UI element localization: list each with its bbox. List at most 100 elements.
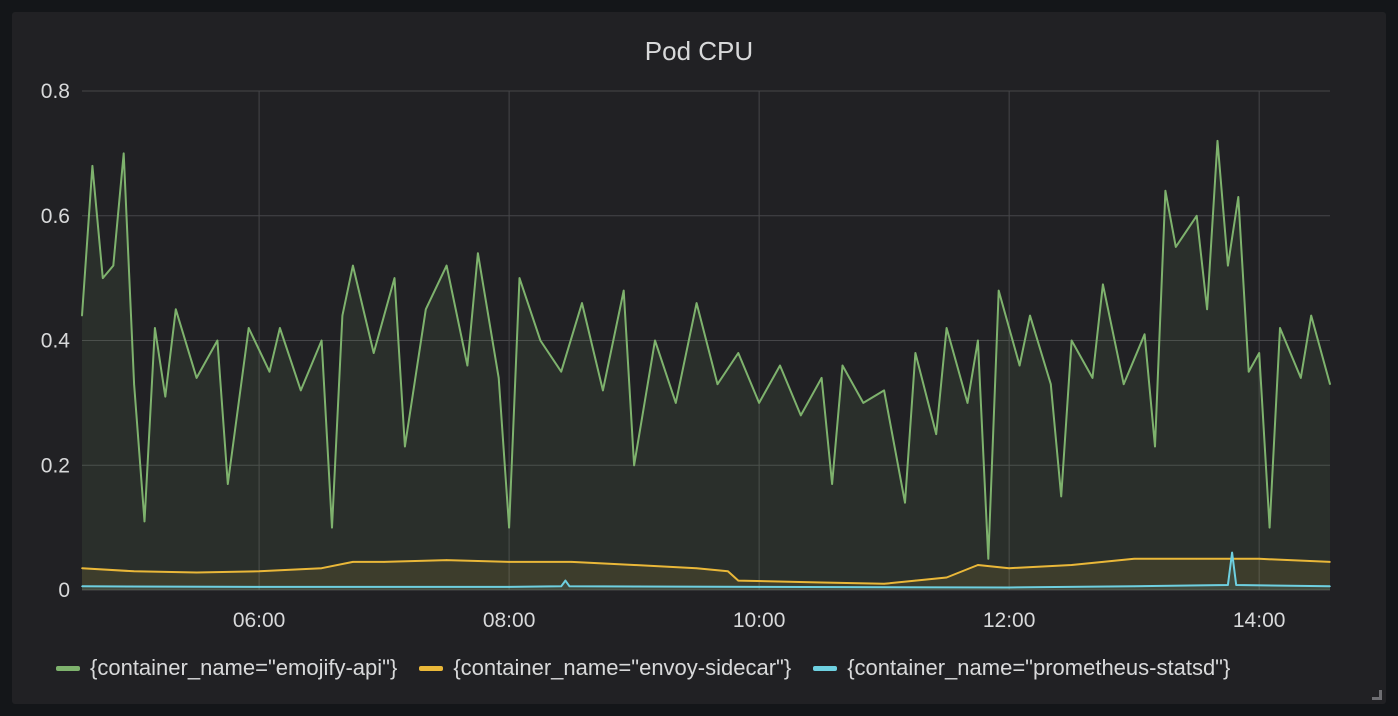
- data-point: [352, 264, 354, 267]
- legend-item[interactable]: {container_name="prometheus-statsd"}: [813, 655, 1230, 681]
- data-point: [122, 152, 125, 155]
- data-point: [862, 402, 865, 404]
- data-point: [977, 339, 979, 342]
- data-point: [320, 339, 323, 342]
- data-point: [1133, 558, 1135, 560]
- data-point: [1227, 584, 1229, 586]
- data-point: [1060, 495, 1062, 498]
- legend-swatch: [419, 665, 444, 671]
- data-point: [102, 277, 104, 279]
- data-point: [393, 277, 396, 279]
- data-point: [1143, 333, 1146, 336]
- data-point: [1258, 352, 1260, 354]
- data-point: [352, 561, 354, 563]
- data-point: [1070, 339, 1073, 342]
- legend-item[interactable]: {container_name="emojify-api"}: [56, 655, 397, 681]
- data-point: [445, 264, 448, 267]
- panel-title[interactable]: Pod CPU: [644, 36, 754, 66]
- data-point: [195, 571, 198, 574]
- data-point: [268, 370, 271, 373]
- legend-label: {container_name="prometheus-statsd"}: [847, 655, 1231, 680]
- series-2: [81, 551, 1331, 590]
- data-point: [695, 302, 698, 304]
- data-point: [1102, 561, 1104, 563]
- data-point: [227, 483, 229, 485]
- data-point: [820, 377, 823, 379]
- data-point: [1018, 364, 1021, 367]
- data-point: [935, 433, 937, 435]
- data-point: [633, 464, 635, 467]
- data-point: [425, 308, 427, 311]
- data-point: [841, 364, 844, 367]
- data-point: [977, 564, 979, 566]
- data-point: [695, 567, 698, 569]
- data-point: [258, 586, 260, 588]
- data-point: [1247, 370, 1250, 373]
- data-point: [966, 402, 969, 404]
- data-point: [508, 561, 510, 563]
- data-point: [404, 445, 406, 448]
- data-point: [1237, 196, 1240, 198]
- resize-handle[interactable]: [1372, 690, 1382, 700]
- data-point: [1008, 586, 1010, 589]
- data-point: [1258, 558, 1260, 560]
- data-point: [883, 389, 885, 392]
- legend-label: {container_name="envoy-sidecar"}: [453, 655, 792, 680]
- data-point: [945, 327, 948, 329]
- data-point: [164, 395, 167, 398]
- data-point: [1070, 564, 1073, 566]
- cpu-chart[interactable]: 0 0.2 0.4 0.6 0.8 06:00 08:00 10:00 12:00 14:00: [12, 12, 1386, 632]
- data-point: [1310, 314, 1312, 317]
- legend-label: {container_name="emojify-api"}: [90, 655, 398, 680]
- data-point: [1102, 283, 1104, 286]
- data-point: [758, 586, 760, 588]
- data-point: [914, 352, 917, 354]
- data-point: [372, 352, 375, 354]
- series-line[interactable]: [81, 557, 1331, 585]
- data-point: [560, 370, 562, 373]
- data-point: [1206, 308, 1208, 311]
- data-point: [497, 377, 500, 379]
- data-point: [81, 567, 83, 569]
- data-point: [143, 520, 146, 523]
- data-point: [1195, 215, 1198, 217]
- data-point: [1329, 383, 1331, 386]
- series-0: [81, 139, 1331, 590]
- data-point: [1268, 526, 1271, 529]
- data-point: [91, 165, 94, 167]
- data-point: [883, 583, 885, 585]
- data-point: [1279, 327, 1281, 329]
- data-point: [914, 579, 917, 582]
- data-point: [1164, 190, 1167, 192]
- data-point: [622, 289, 625, 292]
- data-point: [133, 383, 135, 386]
- data-point: [133, 570, 135, 573]
- data-point: [945, 576, 948, 579]
- data-point: [1227, 264, 1229, 267]
- data-point: [675, 402, 677, 404]
- data-point: [300, 389, 302, 392]
- data-point: [1329, 585, 1331, 588]
- legend-swatch: [56, 665, 80, 671]
- data-point: [1091, 377, 1094, 379]
- data-point: [1329, 561, 1331, 563]
- legend-item[interactable]: {container_name="envoy-sidecar"}: [419, 655, 791, 681]
- legend-swatch: [813, 665, 838, 671]
- data-point: [560, 585, 562, 588]
- data-point: [758, 402, 760, 404]
- series-area-fill: [82, 140, 1330, 590]
- data-point: [1175, 246, 1177, 248]
- data-point: [195, 377, 198, 379]
- chart-legend: {container_name="emojify-api"} {container…: [56, 655, 1252, 681]
- x-tick-label: 06:00: [233, 609, 286, 632]
- data-point: [331, 526, 333, 529]
- data-point: [570, 561, 573, 563]
- data-point: [539, 339, 542, 342]
- series-line[interactable]: [81, 139, 1331, 560]
- data-point: [81, 314, 83, 317]
- data-point: [258, 570, 260, 573]
- data-point: [1195, 558, 1198, 560]
- x-tick-label: 10:00: [733, 609, 786, 632]
- data-point: [1235, 584, 1237, 586]
- data-point: [633, 564, 635, 566]
